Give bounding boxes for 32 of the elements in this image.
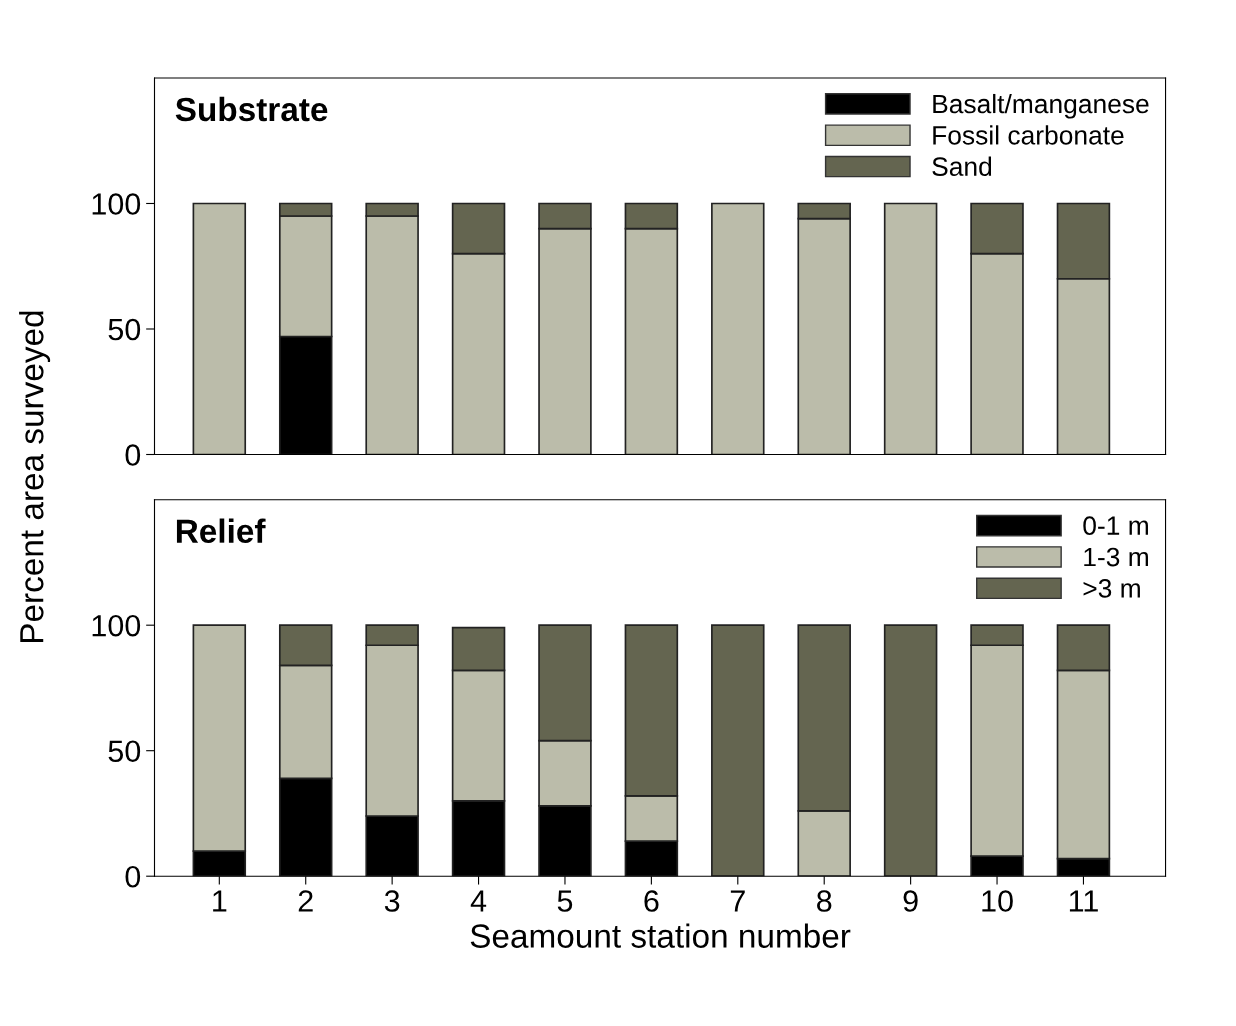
x-tick-label: 11 (1069, 890, 1098, 912)
legend-label: Sand (932, 156, 992, 177)
y-tick-label: 0 (125, 444, 141, 466)
x-axis-title: Seamount station number (470, 923, 851, 948)
bar (711, 624, 765, 877)
x-tick-label: 2 (298, 890, 313, 912)
y-tick-label: 50 (108, 318, 141, 341)
x-tick-label: 10 (982, 890, 1013, 912)
bar (883, 202, 938, 455)
y-tick-label: 50 (108, 740, 141, 763)
x-tick-label: 7 (730, 890, 745, 912)
legend-label: >3 m (1083, 579, 1140, 598)
x-tick-label: 8 (817, 890, 832, 912)
x-tick-label: 4 (470, 890, 487, 912)
legend-label: Basalt/manganese (933, 93, 1149, 119)
x-tick-label: 3 (384, 890, 400, 912)
x-tick-label: 5 (557, 890, 573, 912)
x-tick-label: 6 (644, 890, 659, 912)
y-tick-label: 0 (125, 865, 141, 888)
bar (883, 624, 938, 877)
x-tick-label: 1 (213, 890, 227, 912)
y-tick-label: 100 (92, 193, 141, 215)
bar (192, 202, 247, 455)
legend-label: 1-3 m (1084, 547, 1148, 567)
chart-title: Relief (176, 518, 266, 543)
legend-label: Fossil carbonate (933, 125, 1124, 145)
y-axis-title: Percent area surveyed (19, 311, 51, 643)
chart-title: Substrate (175, 96, 328, 122)
bar (711, 202, 765, 455)
y-tick-label: 100 (92, 614, 141, 637)
legend-label: 0-1 m (1083, 516, 1148, 536)
x-tick-label: 9 (903, 890, 918, 912)
